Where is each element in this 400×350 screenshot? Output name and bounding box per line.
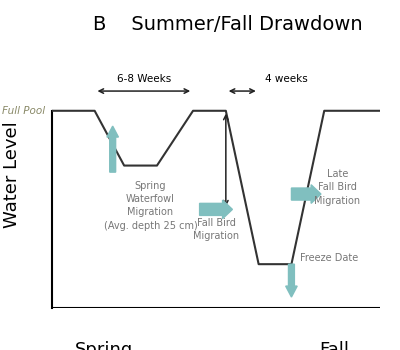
FancyArrow shape (107, 126, 118, 172)
Text: Fall Bird
Migration: Fall Bird Migration (193, 218, 239, 242)
Text: 6-8 Weeks: 6-8 Weeks (117, 75, 171, 84)
Text: Fall: Fall (319, 341, 349, 350)
Text: Spring: Spring (75, 341, 134, 350)
Text: 4 weeks: 4 weeks (265, 75, 308, 84)
Text: Water Level: Water Level (3, 122, 21, 229)
Text: Spring
Waterfowl
Migration
(Avg. depth 25 cm): Spring Waterfowl Migration (Avg. depth 2… (104, 181, 197, 231)
Text: B    Summer/Fall Drawdown: B Summer/Fall Drawdown (93, 15, 363, 34)
Text: Full Pool: Full Pool (2, 106, 46, 116)
FancyArrow shape (286, 264, 297, 297)
FancyArrow shape (200, 200, 232, 219)
Text: Late
Fall Bird
Migration: Late Fall Bird Migration (314, 169, 360, 206)
FancyArrow shape (292, 185, 321, 203)
Text: Freeze Date: Freeze Date (300, 253, 358, 262)
